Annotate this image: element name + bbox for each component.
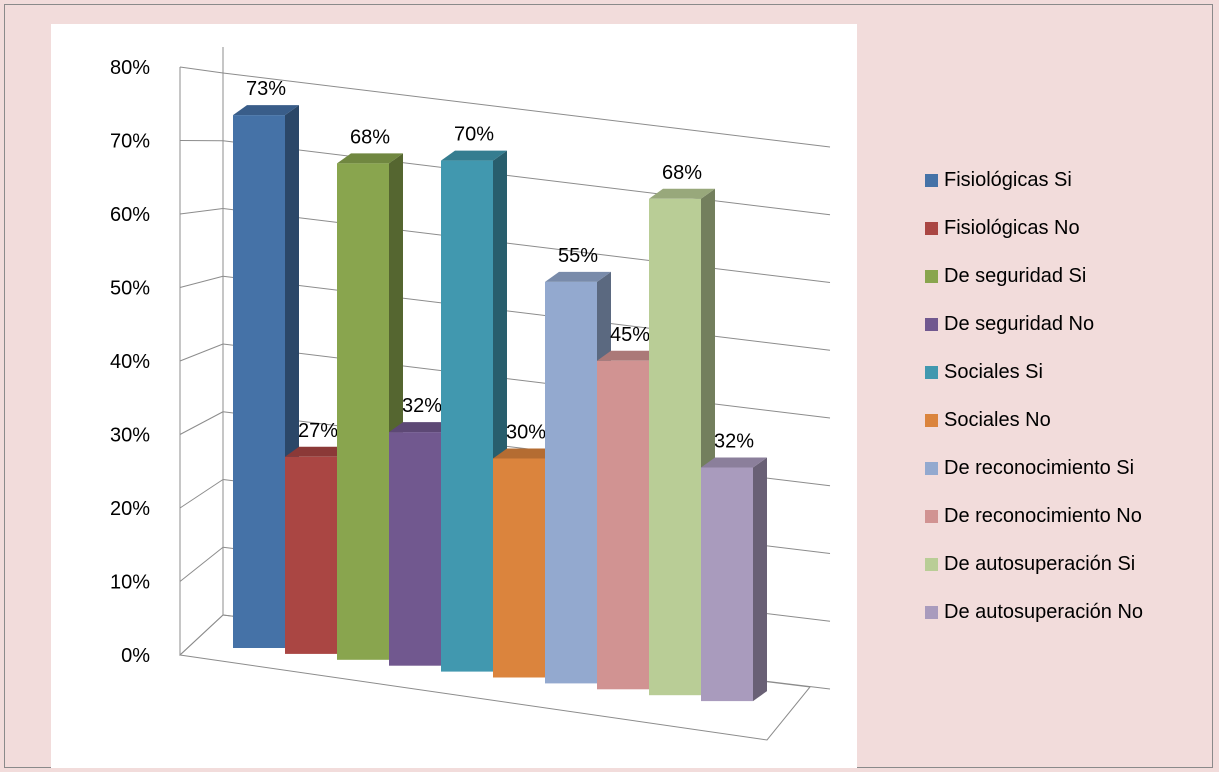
gridline — [222, 140, 831, 216]
legend-swatch — [925, 317, 938, 331]
side-gridline — [179, 208, 224, 215]
y-tick-label: 10% — [110, 572, 150, 594]
data-label: 68% — [662, 162, 702, 184]
legend-item: De reconocimiento Si — [925, 444, 1215, 492]
side-gridline — [179, 275, 224, 288]
legend-swatch — [925, 269, 938, 283]
y-tick-label: 50% — [110, 278, 150, 300]
legend-item: De autosuperación No — [925, 588, 1215, 636]
bar — [597, 360, 649, 690]
y-tick-label: 30% — [110, 425, 150, 447]
data-label: 73% — [246, 78, 286, 100]
y-tick-label: 70% — [110, 131, 150, 153]
legend-label: Sociales No — [944, 408, 1051, 431]
legend: Fisiológicas Si Fisiológicas No De segurid… — [925, 156, 1215, 636]
bar — [389, 432, 441, 666]
data-label: 27% — [298, 420, 338, 442]
side-gridline — [179, 479, 224, 509]
legend-item: De reconocimiento No — [925, 492, 1215, 540]
bar-side — [753, 457, 767, 702]
y-tick-label: 40% — [110, 351, 150, 373]
bar — [233, 115, 285, 649]
gridline — [222, 208, 831, 283]
gridline — [222, 275, 831, 351]
bar — [701, 467, 753, 702]
data-label: 32% — [714, 431, 754, 453]
y-tick-label: 60% — [110, 204, 150, 226]
legend-label: Fisiológicas No — [944, 216, 1080, 239]
legend-swatch — [925, 557, 938, 571]
bar-top — [441, 150, 507, 161]
legend-swatch — [925, 221, 938, 235]
bar-top — [337, 153, 403, 164]
bar-top — [701, 457, 767, 468]
bar-top — [285, 446, 351, 457]
legend-label: De autosuperación Si — [944, 552, 1136, 575]
data-label: 32% — [402, 395, 442, 417]
legend-label: Fisiológicas Si — [944, 168, 1072, 191]
legend-label: De seguridad No — [944, 312, 1095, 335]
legend-item: Sociales No — [925, 396, 1215, 444]
side-gridline — [179, 546, 224, 582]
legend-item: De autosuperación Si — [925, 540, 1215, 588]
legend-label: De autosuperación No — [944, 600, 1144, 623]
bar-top — [597, 350, 663, 361]
legend-swatch — [925, 509, 938, 523]
legend-swatch — [925, 173, 938, 187]
legend-label: De reconocimiento Si — [944, 456, 1135, 479]
bar — [493, 458, 545, 678]
data-label: 68% — [350, 126, 390, 148]
legend-item: Fisiológicas No — [925, 204, 1215, 252]
legend-item: De seguridad Si — [925, 252, 1215, 300]
bar-top — [233, 105, 299, 116]
legend-swatch — [925, 413, 938, 427]
bar-top — [649, 188, 715, 199]
y-tick-label: 0% — [121, 645, 150, 667]
gridline — [222, 343, 831, 419]
legend-label: De seguridad Si — [944, 264, 1087, 287]
bar-top — [545, 271, 611, 282]
bar — [285, 456, 337, 654]
data-label: 45% — [610, 324, 650, 346]
bar — [545, 281, 597, 684]
data-label: 30% — [506, 422, 546, 444]
bar — [441, 160, 493, 672]
legend-label: De reconocimiento No — [944, 504, 1142, 527]
legend-item: Sociales Si — [925, 348, 1215, 396]
legend-label: Sociales Si — [944, 360, 1043, 383]
bar-top — [389, 422, 455, 433]
legend-swatch — [925, 365, 938, 379]
legend-item: Fisiológicas Si — [925, 156, 1215, 204]
data-label: 55% — [558, 245, 598, 267]
bar — [337, 163, 389, 660]
y-tick-label: 20% — [110, 498, 150, 520]
legend-swatch — [925, 605, 938, 619]
side-gridline — [179, 343, 224, 362]
bar-top — [493, 448, 559, 459]
legend-item: De seguridad No — [925, 300, 1215, 348]
y-tick-label: 80% — [110, 57, 150, 79]
data-label: 70% — [454, 124, 494, 146]
side-gridline — [179, 66, 224, 74]
gridline — [222, 72, 831, 148]
side-gridline — [179, 411, 224, 435]
legend-swatch — [925, 461, 938, 475]
floor — [178, 614, 811, 741]
bar — [649, 198, 701, 696]
